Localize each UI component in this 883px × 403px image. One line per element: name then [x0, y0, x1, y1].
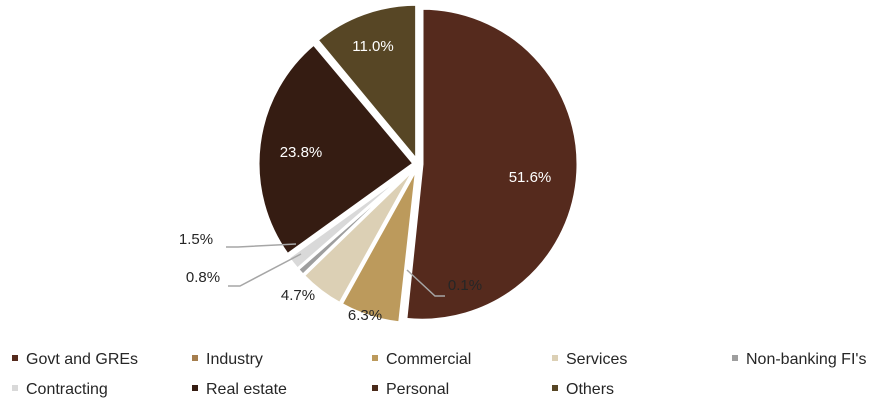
legend-label: Govt and GREs: [26, 351, 139, 368]
legend-item-services: Services: [552, 350, 627, 370]
legend-swatch: [552, 384, 558, 391]
legend-item-govt-and-gres: Govt and GREs: [12, 350, 138, 370]
legend-swatch: [12, 354, 18, 361]
legend-label: Non-banking FI's: [746, 351, 867, 368]
legend-swatch: [732, 354, 738, 361]
legend-swatch: [12, 384, 18, 391]
legend-item-non-banking-fi-s: Non-banking FI's: [732, 350, 866, 370]
legend-label: Industry: [206, 351, 263, 368]
legend-swatch: [552, 354, 558, 361]
legend-item-contracting: Contracting: [12, 380, 108, 400]
legend-item-industry: Industry: [192, 350, 263, 370]
legend: Govt and GREs Industry Commercial Services N…: [0, 340, 883, 400]
data-label-contracting: 1.5%: [179, 231, 213, 248]
pie-slice-others: [315, 2, 419, 165]
legend-label: Real estate: [206, 381, 287, 398]
legend-swatch: [192, 384, 198, 391]
data-label-real-estate: 23.8%: [280, 144, 323, 161]
legend-item-real-estate: Real estate: [192, 380, 287, 400]
leader-line-non-banking-fi-s: [228, 253, 302, 287]
legend-item-personal: Personal: [372, 380, 449, 400]
data-label-industry: 0.1%: [448, 277, 482, 294]
legend-label: Commercial: [386, 351, 472, 368]
data-label-non-banking-fi-s: 0.8%: [186, 269, 220, 286]
legend-label: Contracting: [26, 381, 108, 398]
legend-label: Services: [566, 351, 628, 368]
data-label-commercial: 6.3%: [348, 307, 382, 324]
legend-label: Personal: [386, 381, 450, 398]
legend-swatch: [372, 384, 378, 391]
data-label-govt-and-gres: 51.6%: [509, 169, 552, 186]
leader-line-industry: [406, 269, 445, 297]
legend-swatch: [372, 354, 378, 361]
data-label-others: 11.0%: [352, 38, 393, 55]
legend-item-commercial: Commercial: [372, 350, 471, 370]
data-label-services: 4.7%: [281, 287, 315, 304]
pie-slice-real-estate: [256, 41, 417, 257]
pie-slice-govt-and-gres: [404, 6, 580, 322]
legend-label: Others: [566, 381, 615, 398]
leader-line-contracting: [226, 243, 297, 248]
legend-item-others: Others: [552, 380, 614, 400]
legend-swatch: [192, 354, 198, 361]
pie-slice-contracting: [286, 165, 416, 272]
